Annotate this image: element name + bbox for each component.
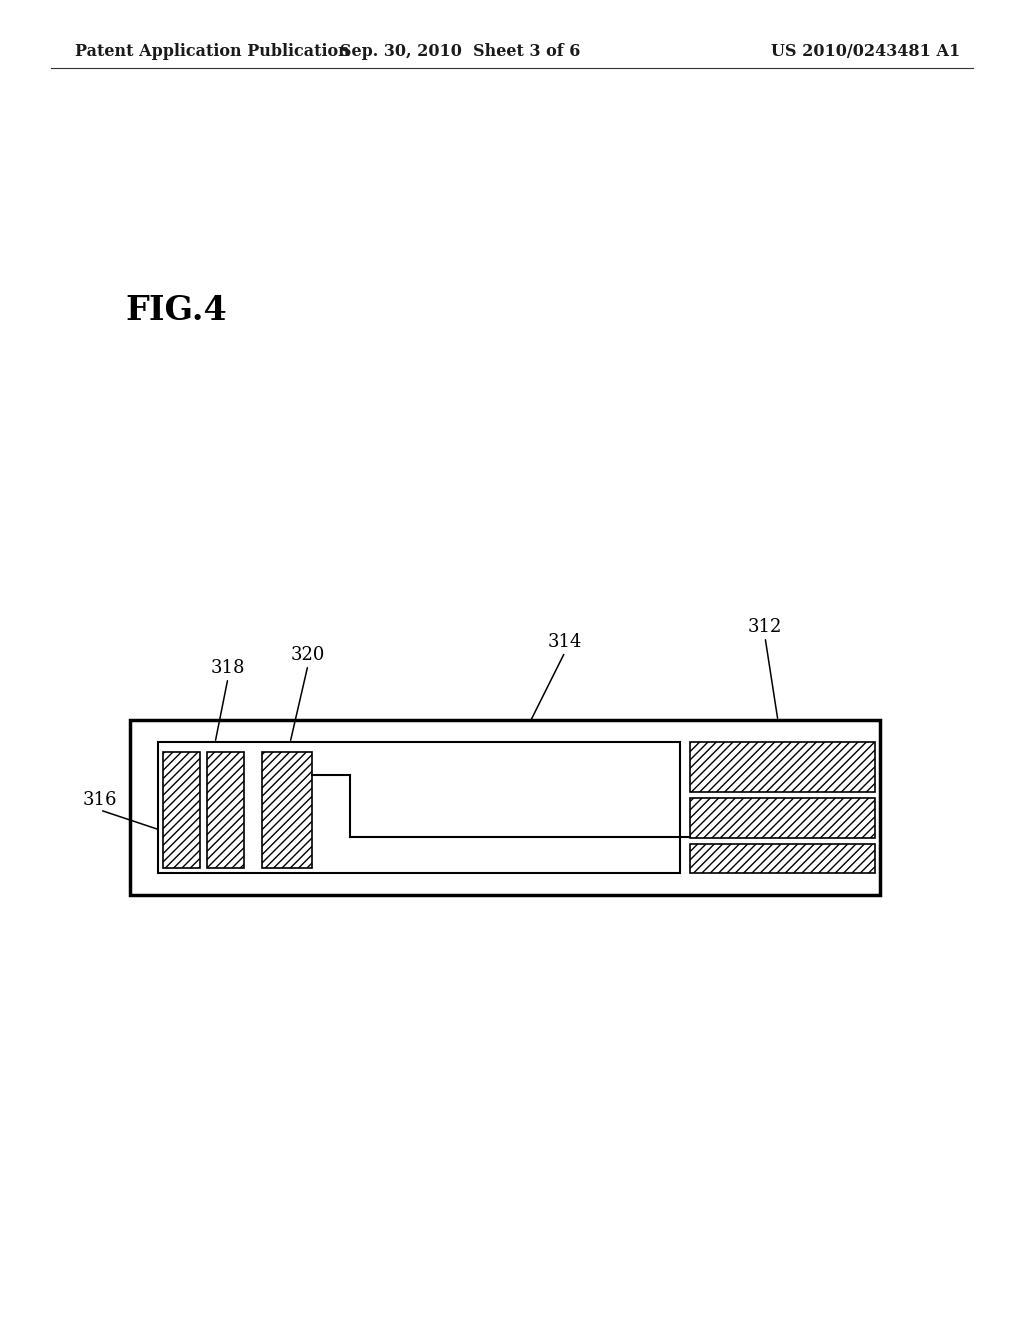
Bar — [690, 742, 874, 792]
Text: 320: 320 — [291, 645, 326, 664]
Text: 316: 316 — [83, 791, 118, 809]
Text: FIG.4: FIG.4 — [125, 293, 226, 326]
Bar — [207, 752, 244, 869]
Bar — [690, 799, 874, 838]
Bar — [130, 719, 880, 895]
Bar — [262, 752, 312, 869]
Text: Patent Application Publication: Patent Application Publication — [75, 44, 350, 61]
Bar — [158, 742, 680, 873]
Text: Sep. 30, 2010  Sheet 3 of 6: Sep. 30, 2010 Sheet 3 of 6 — [340, 44, 581, 61]
Text: 314: 314 — [548, 634, 583, 651]
Bar — [163, 752, 200, 869]
Text: 312: 312 — [748, 618, 782, 636]
Bar — [690, 843, 874, 873]
Text: 318: 318 — [211, 659, 246, 677]
Text: US 2010/0243481 A1: US 2010/0243481 A1 — [771, 44, 961, 61]
